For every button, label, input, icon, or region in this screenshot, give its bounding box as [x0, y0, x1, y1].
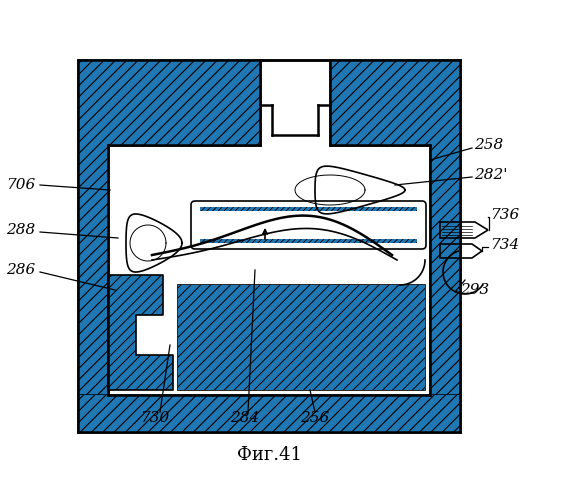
Text: 734: 734 — [490, 238, 519, 252]
Polygon shape — [330, 60, 460, 395]
Polygon shape — [178, 285, 425, 390]
Polygon shape — [200, 239, 417, 243]
Text: 282': 282' — [474, 168, 508, 182]
Text: 293: 293 — [460, 283, 489, 297]
Polygon shape — [78, 60, 260, 395]
Polygon shape — [200, 207, 417, 211]
Text: 730: 730 — [140, 411, 170, 425]
Text: Фиг.41: Фиг.41 — [238, 446, 302, 464]
Text: 256: 256 — [301, 411, 329, 425]
Text: 286: 286 — [6, 263, 35, 277]
Polygon shape — [108, 275, 173, 390]
Text: 288: 288 — [6, 223, 35, 237]
Text: 706: 706 — [6, 178, 35, 192]
Text: 258: 258 — [474, 138, 503, 152]
Text: 284: 284 — [230, 411, 260, 425]
Text: 736: 736 — [490, 208, 519, 222]
Polygon shape — [78, 395, 460, 432]
